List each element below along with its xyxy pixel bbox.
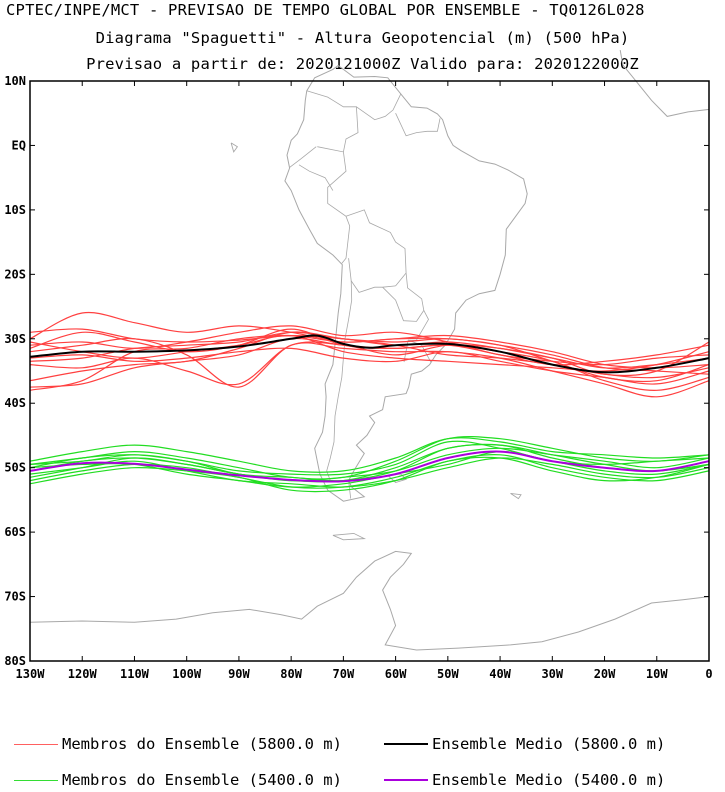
y-tick-label: 20S xyxy=(4,267,26,281)
x-tick-label: 30W xyxy=(541,667,563,681)
x-tick-label: 90W xyxy=(228,667,250,681)
country-border xyxy=(356,93,402,121)
ensemble-member-line xyxy=(29,325,710,366)
country-border xyxy=(382,272,425,322)
ensemble-member-line xyxy=(29,436,710,480)
x-tick-label: 20W xyxy=(594,667,616,681)
ensemble-member-line xyxy=(29,457,710,488)
legend-swatch xyxy=(14,743,58,745)
country-border xyxy=(395,113,441,137)
x-tick-label: 70W xyxy=(333,667,355,681)
ensemble-mean-line xyxy=(29,450,710,483)
x-tick-label: 110W xyxy=(120,667,150,681)
ensemble-member-line xyxy=(29,456,710,493)
legend-swatch xyxy=(384,779,428,781)
legend-item-members-5800: Membros do Ensemble (5800.0 m) xyxy=(14,735,342,753)
x-tick-label: 40W xyxy=(489,667,511,681)
legend-label: Ensemble Medio (5400.0 m) xyxy=(432,771,666,789)
ensemble-member-line xyxy=(29,450,710,488)
africa-coastline xyxy=(619,50,710,117)
legend-label: Ensemble Medio (5800.0 m) xyxy=(432,735,666,753)
header-title-line2: Diagrama "Spaguetti" - Altura Geopotenci… xyxy=(95,29,630,47)
ensemble-member-line xyxy=(29,331,710,382)
x-tick-label: 80W xyxy=(280,667,302,681)
legend-item-mean-5800: Ensemble Medio (5800.0 m) xyxy=(384,735,665,753)
y-tick-label: 80S xyxy=(4,654,26,668)
member-group xyxy=(29,311,710,398)
country-border xyxy=(306,90,359,152)
member-group xyxy=(29,436,710,493)
ensemble-member-line xyxy=(29,334,710,391)
legend-swatch xyxy=(384,743,428,745)
legend-item-mean-5400: Ensemble Medio (5400.0 m) xyxy=(384,771,665,789)
y-tick-label: 40S xyxy=(4,396,26,410)
country-border xyxy=(289,146,317,168)
ensemble-mean-line xyxy=(29,334,710,374)
axes: 130W 120W 110W 100W 90W 80W 70W 60W 50W 40W 30W 20W… xyxy=(4,74,712,681)
plot-frame xyxy=(29,80,710,662)
y-tick-label: 10S xyxy=(4,203,26,217)
island-coastline xyxy=(510,492,522,500)
legend-label: Membros do Ensemble (5400.0 m) xyxy=(62,771,342,789)
country-border xyxy=(348,258,396,293)
country-border xyxy=(298,164,334,191)
ensemble-member-line xyxy=(29,337,710,398)
legend-swatch xyxy=(14,779,58,781)
legend-label: Membros do Ensemble (5800.0 m) xyxy=(62,735,342,753)
ensemble-member-line xyxy=(29,447,710,482)
ensemble-member-line xyxy=(29,437,710,473)
south-america-coastline xyxy=(284,64,528,502)
y-tick-label: 70S xyxy=(4,590,26,604)
country-border xyxy=(345,209,407,287)
header-title-line1: CPTEC/INPE/MCT - PREVISAO DE TEMPO GLOBA… xyxy=(6,1,645,19)
x-tick-label: 100W xyxy=(172,667,202,681)
country-border xyxy=(317,146,351,264)
x-tick-label: 0 xyxy=(705,667,712,681)
ensemble-members xyxy=(29,311,710,493)
y-tick-label: 30S xyxy=(4,332,26,346)
y-tick-label: 10N xyxy=(4,74,26,88)
y-tick-label: EQ xyxy=(12,138,26,152)
ensemble-member-line xyxy=(29,347,710,385)
legend-item-members-5400: Membros do Ensemble (5400.0 m) xyxy=(14,771,342,789)
country-border xyxy=(326,280,353,499)
x-tick-label: 120W xyxy=(68,667,98,681)
header-title-line3: Previsao a partir de: 2020121000Z Valido… xyxy=(86,55,639,73)
x-tick-label: 60W xyxy=(385,667,407,681)
island-coastline xyxy=(332,532,367,541)
x-tick-label: 50W xyxy=(437,667,459,681)
y-tick-label: 50S xyxy=(4,461,26,475)
country-border xyxy=(408,339,432,363)
ensemble-member-line xyxy=(29,443,710,482)
map-coastlines xyxy=(29,50,710,651)
y-tick-label: 60S xyxy=(4,525,26,539)
antarctica-coastline xyxy=(29,550,710,651)
x-tick-label: 130W xyxy=(16,667,46,681)
island-coastline xyxy=(230,142,239,153)
ensemble-means xyxy=(29,334,710,483)
x-tick-label: 10W xyxy=(646,667,668,681)
